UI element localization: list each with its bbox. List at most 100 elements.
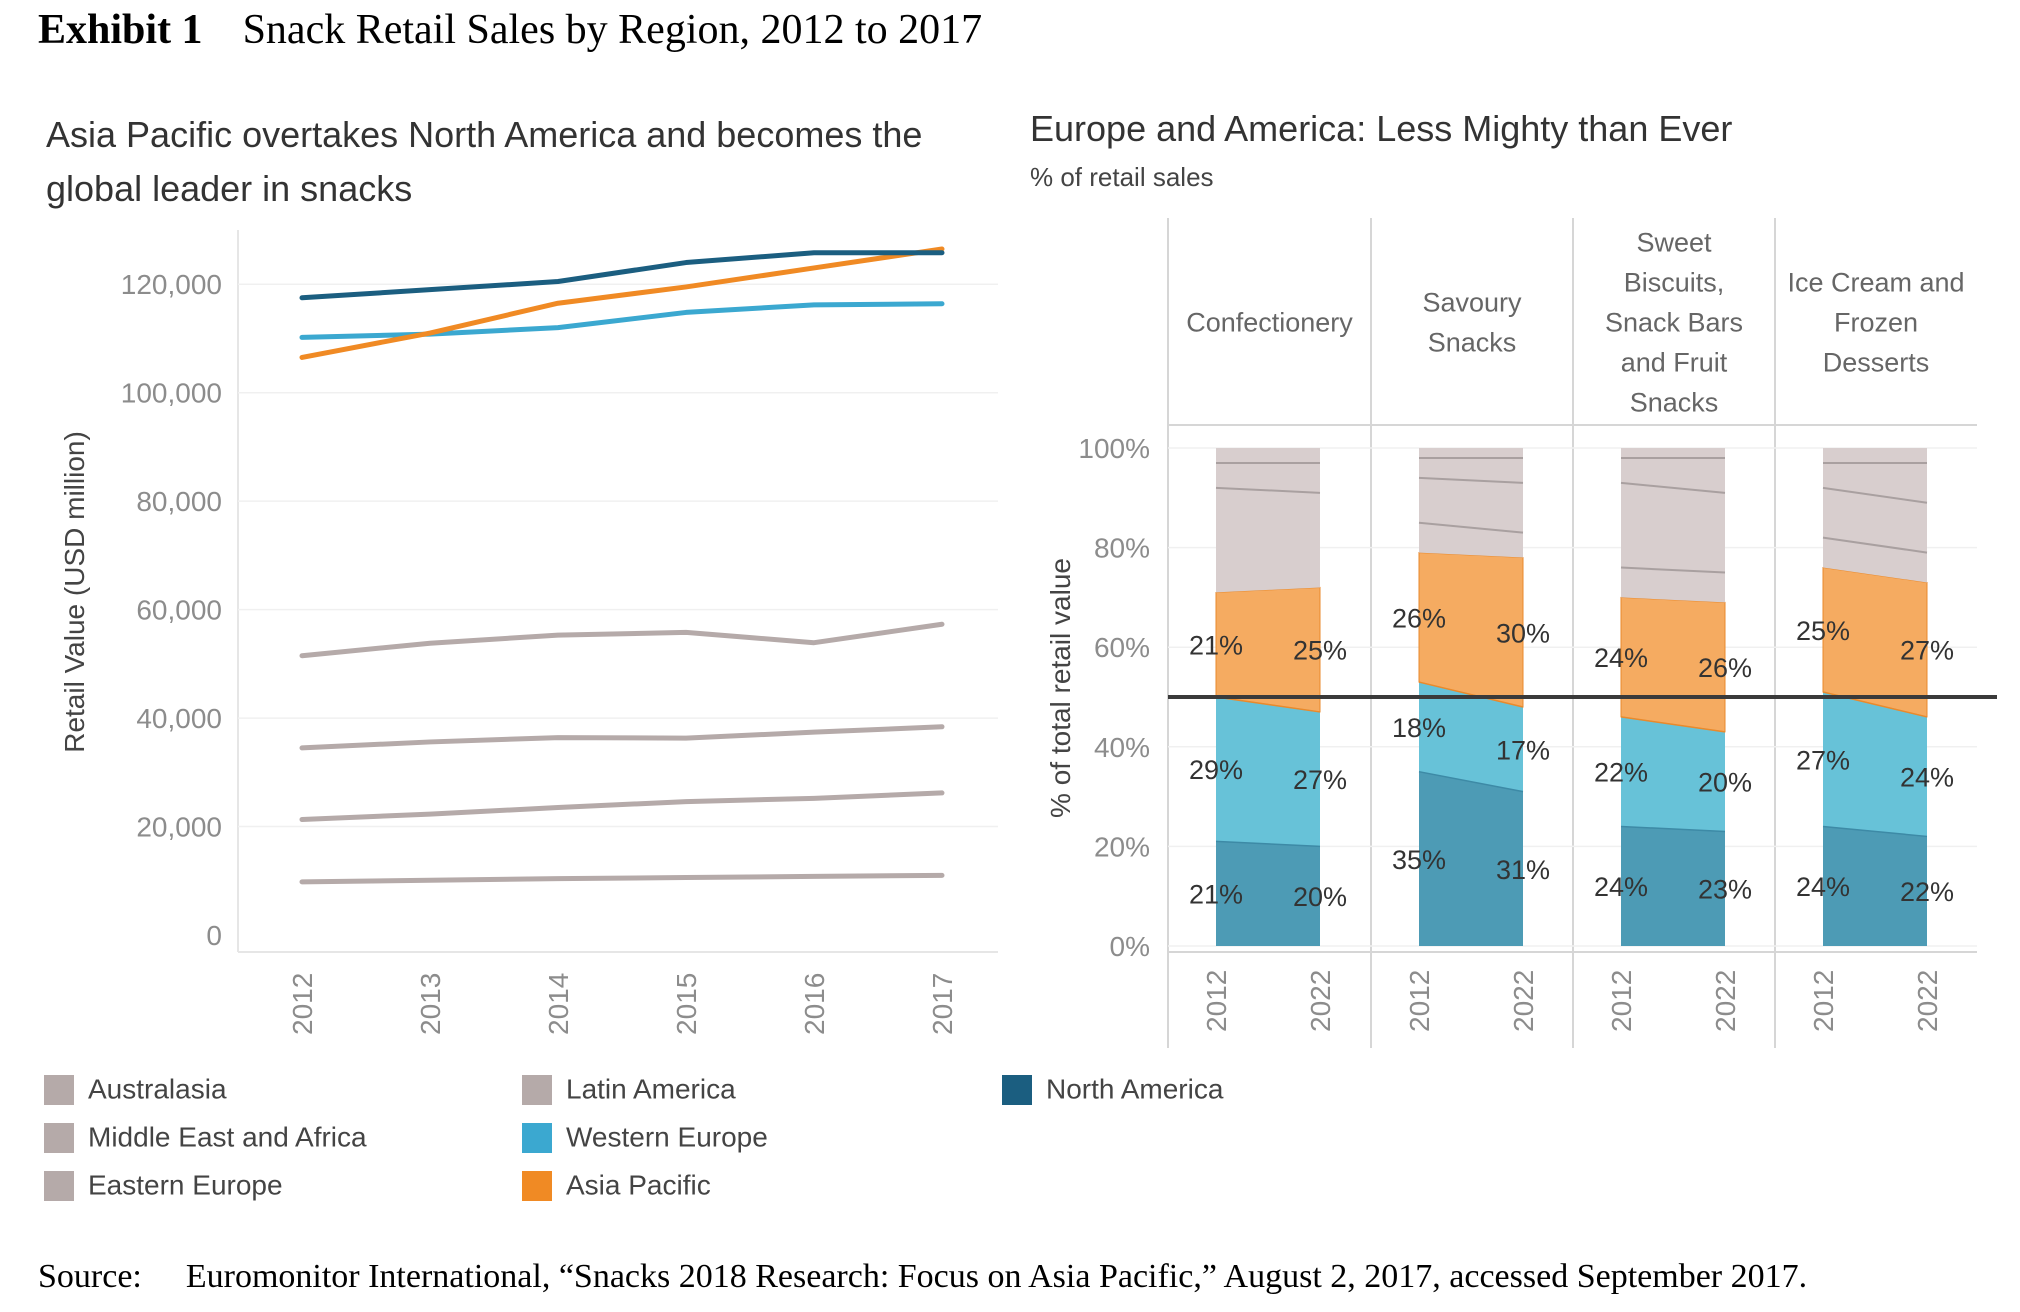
legend-item-western-europe: Western Europe — [522, 1120, 768, 1154]
source-label: Source: — [38, 1258, 142, 1295]
legend-item-latin-america: Latin America — [522, 1072, 736, 1106]
y-tick-label: 60% — [1094, 632, 1150, 663]
y-tick-label: 0 — [206, 920, 222, 951]
legend-item-australasia: Australasia — [44, 1072, 227, 1106]
x-tick-label: 2016 — [799, 973, 830, 1035]
x-tick-label: 2012 — [1808, 970, 1839, 1032]
y-tick-label: 120,000 — [121, 269, 222, 300]
legend-swatch — [44, 1170, 74, 1201]
area-chart: 0% 20% 40% 60% 80% 100% % of total retail valu… — [1045, 218, 1997, 1048]
data-label: 25% — [1293, 636, 1347, 666]
y-tick-label: 20% — [1094, 831, 1150, 862]
exhibit-heading: Exhibit 1 Snack Retail Sales by Region, 2… — [38, 6, 982, 54]
panel-category-label: Snacks — [1630, 388, 1719, 418]
data-label: 17% — [1496, 735, 1550, 765]
data-label: 24% — [1594, 643, 1648, 673]
data-label: 27% — [1796, 745, 1850, 775]
other-region-line — [1418, 476, 1524, 484]
area-boundary — [1418, 770, 1524, 793]
panel-category-label: Sweet — [1636, 228, 1712, 258]
area-western-europe — [1419, 682, 1523, 792]
x-tick-label: 2022 — [1710, 970, 1741, 1032]
data-label: 31% — [1496, 855, 1550, 885]
y-tick-label: 100% — [1078, 433, 1150, 464]
legend-label: Asia Pacific — [566, 1169, 711, 1201]
data-label: 24% — [1594, 872, 1648, 902]
area-north-america — [1621, 826, 1725, 946]
data-label: 20% — [1698, 768, 1752, 798]
data-label: 26% — [1698, 653, 1752, 683]
legend-item-eastern-europe: Eastern Europe — [44, 1168, 283, 1202]
data-label: 27% — [1293, 765, 1347, 795]
panel-category-label: Confectionery — [1186, 308, 1353, 338]
panel-category-label: and Fruit — [1621, 348, 1728, 378]
panel-category-label: Frozen — [1834, 308, 1918, 338]
x-tick-label: 2015 — [671, 973, 702, 1035]
legend-label: Middle East and Africa — [88, 1121, 367, 1153]
area-north-america — [1216, 841, 1320, 946]
area-western-europe — [1823, 692, 1927, 837]
area-other — [1216, 448, 1320, 593]
data-label: 30% — [1496, 618, 1550, 648]
legend-item-middle-east-and-africa: Middle East and Africa — [44, 1120, 367, 1154]
series-line-australasia — [299, 872, 945, 885]
other-region-line — [1418, 521, 1524, 534]
data-label: 20% — [1293, 882, 1347, 912]
data-label: 29% — [1189, 755, 1243, 785]
data-label: 25% — [1796, 616, 1850, 646]
area-chart-subtitle: % of retail sales — [1030, 162, 1214, 192]
area-other — [1823, 448, 1927, 583]
area-boundary — [1215, 840, 1321, 848]
y-tick-label: 80,000 — [136, 486, 222, 517]
panel-1: Savoury Snacks 35% 31% 18% 17% 26% 30% 2012 2022 — [1392, 288, 1550, 1033]
legend-label: Western Europe — [566, 1121, 768, 1153]
source-text: Euromonitor International, “Snacks 2018 … — [185, 1258, 1808, 1295]
series-line-eastern-europe — [299, 724, 945, 751]
area-boundary — [1215, 696, 1321, 713]
x-tick-label: 2022 — [1305, 970, 1336, 1032]
area-western-europe — [1621, 716, 1725, 832]
x-tick-label: 2012 — [1606, 970, 1637, 1032]
data-label: 27% — [1900, 636, 1954, 666]
legend-item-north-america: North America — [1002, 1072, 1223, 1106]
data-label: 24% — [1900, 763, 1954, 793]
y-tick-label: 0% — [1110, 931, 1150, 962]
data-label: 22% — [1900, 877, 1954, 907]
x-tick-label: 2022 — [1912, 970, 1943, 1032]
area-boundary — [1822, 825, 1928, 838]
legend: Australasia Latin America North America Mid… — [44, 1072, 1344, 1232]
y-tick-label: 60,000 — [136, 595, 222, 626]
x-tick-label: 2017 — [927, 973, 958, 1035]
panel-category-label: Snacks — [1428, 328, 1517, 358]
panel-2: Sweet Biscuits, Snack Bars and Fruit Snacks 2… — [1594, 228, 1752, 1033]
data-label: 24% — [1796, 872, 1850, 902]
other-region-line — [1822, 486, 1928, 504]
area-boundary — [1418, 681, 1524, 708]
data-label: 21% — [1189, 880, 1243, 910]
legend-swatch — [522, 1170, 552, 1201]
area-boundary — [1620, 716, 1726, 733]
other-region-line — [1215, 486, 1321, 494]
y-tick-label: 100,000 — [121, 378, 222, 409]
other-region-line — [1822, 536, 1928, 554]
area-chart-title: Europe and America: Less Mighty than Eve… — [1030, 108, 1733, 149]
area-other — [1419, 448, 1523, 558]
series-line-western-europe — [299, 301, 945, 340]
exhibit-title: Snack Retail Sales by Region, 2012 to 20… — [242, 7, 983, 53]
exhibit-label: Exhibit 1 — [38, 7, 203, 53]
area-north-america — [1823, 826, 1927, 946]
area-north-america — [1419, 771, 1523, 946]
legend-swatch — [522, 1122, 552, 1153]
x-tick-label: 2012 — [1404, 970, 1435, 1032]
legend-label: Australasia — [88, 1073, 227, 1105]
y-tick-label: 20,000 — [136, 812, 222, 843]
panel-category-label: Savoury — [1422, 288, 1522, 318]
other-region-line — [1620, 481, 1726, 494]
legend-label: Latin America — [566, 1073, 736, 1105]
x-tick-label: 2014 — [543, 973, 574, 1035]
legend-swatch — [1002, 1074, 1032, 1105]
panel-category-label: Biscuits, — [1624, 268, 1725, 298]
panel-category-label: Ice Cream and — [1787, 268, 1964, 298]
line-chart: 0 20,000 40,000 60,000 80,000 100,000 120,000 2… — [59, 230, 998, 1035]
series-line-middle-east-and-africa — [299, 790, 945, 822]
